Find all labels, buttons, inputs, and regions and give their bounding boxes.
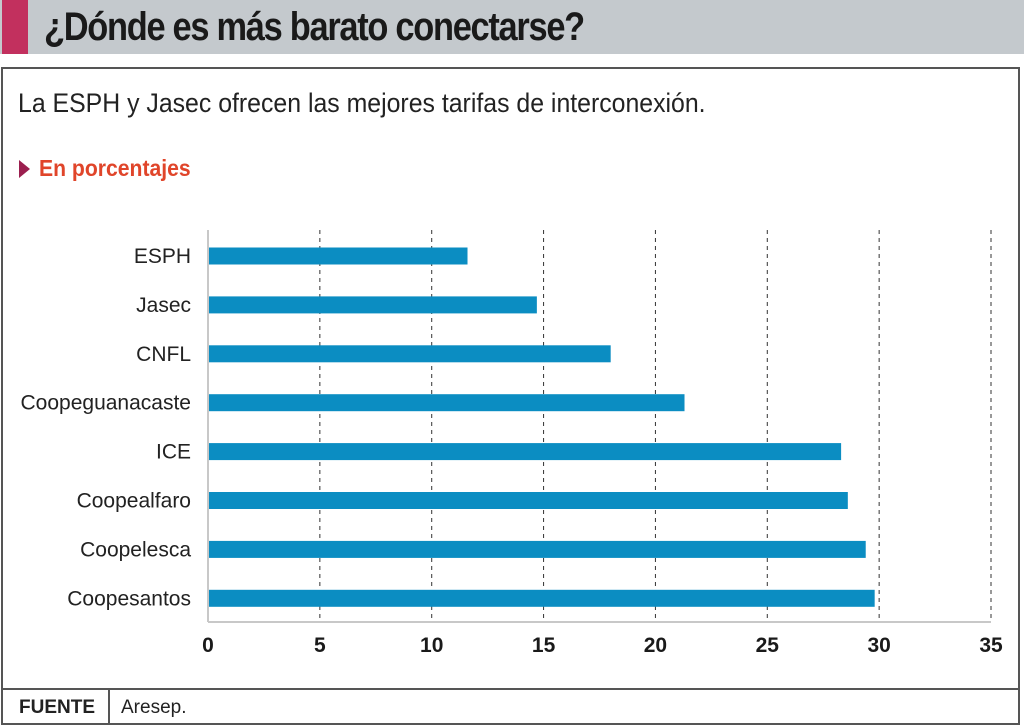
bar	[209, 394, 685, 412]
x-tick-label: 35	[979, 634, 1003, 657]
bar	[209, 345, 611, 363]
header-accent	[2, 0, 28, 54]
category-label: CNFL	[136, 343, 191, 366]
x-tick-label: 30	[867, 634, 890, 657]
header-bar	[0, 0, 1024, 54]
footer-separator	[108, 690, 110, 725]
x-tick-label: 15	[532, 634, 556, 657]
footer-divider	[1, 688, 1020, 690]
bar-chart: ESPH Jasec CNFL Coopeguanacaste ICE Coopealfa…	[21, 230, 1003, 657]
x-tick-label: 25	[756, 634, 780, 657]
category-label: Coopeguanacaste	[21, 392, 191, 415]
bar	[209, 589, 875, 607]
category-label: ESPH	[134, 245, 191, 268]
source-label: FUENTE	[19, 697, 95, 718]
x-tick-label: 5	[314, 634, 326, 657]
category-label: Coopealfaro	[77, 490, 191, 513]
category-label: Jasec	[136, 294, 191, 317]
x-tick-label: 0	[202, 634, 214, 657]
x-tick-label: 10	[420, 634, 443, 657]
unit-label: En porcentajes	[39, 155, 191, 181]
chart-subtitle: La ESPH y Jasec ofrecen las mejores tari…	[18, 88, 706, 118]
bar	[209, 296, 537, 314]
bar	[209, 492, 848, 509]
chart-frame	[1, 67, 1020, 725]
bar	[209, 540, 866, 558]
unit-label-row: En porcentajes	[19, 155, 204, 182]
bar	[209, 247, 468, 265]
source-value: Aresep.	[121, 697, 187, 718]
category-label: Coopesantos	[67, 587, 191, 610]
triangle-right-icon	[19, 159, 30, 178]
category-label: Coopelesca	[80, 538, 191, 561]
bar	[209, 443, 842, 461]
category-label: ICE	[156, 441, 191, 464]
x-tick-label: 20	[644, 634, 667, 657]
page-title: ¿Dónde es más barato conectarse?	[44, 5, 585, 49]
